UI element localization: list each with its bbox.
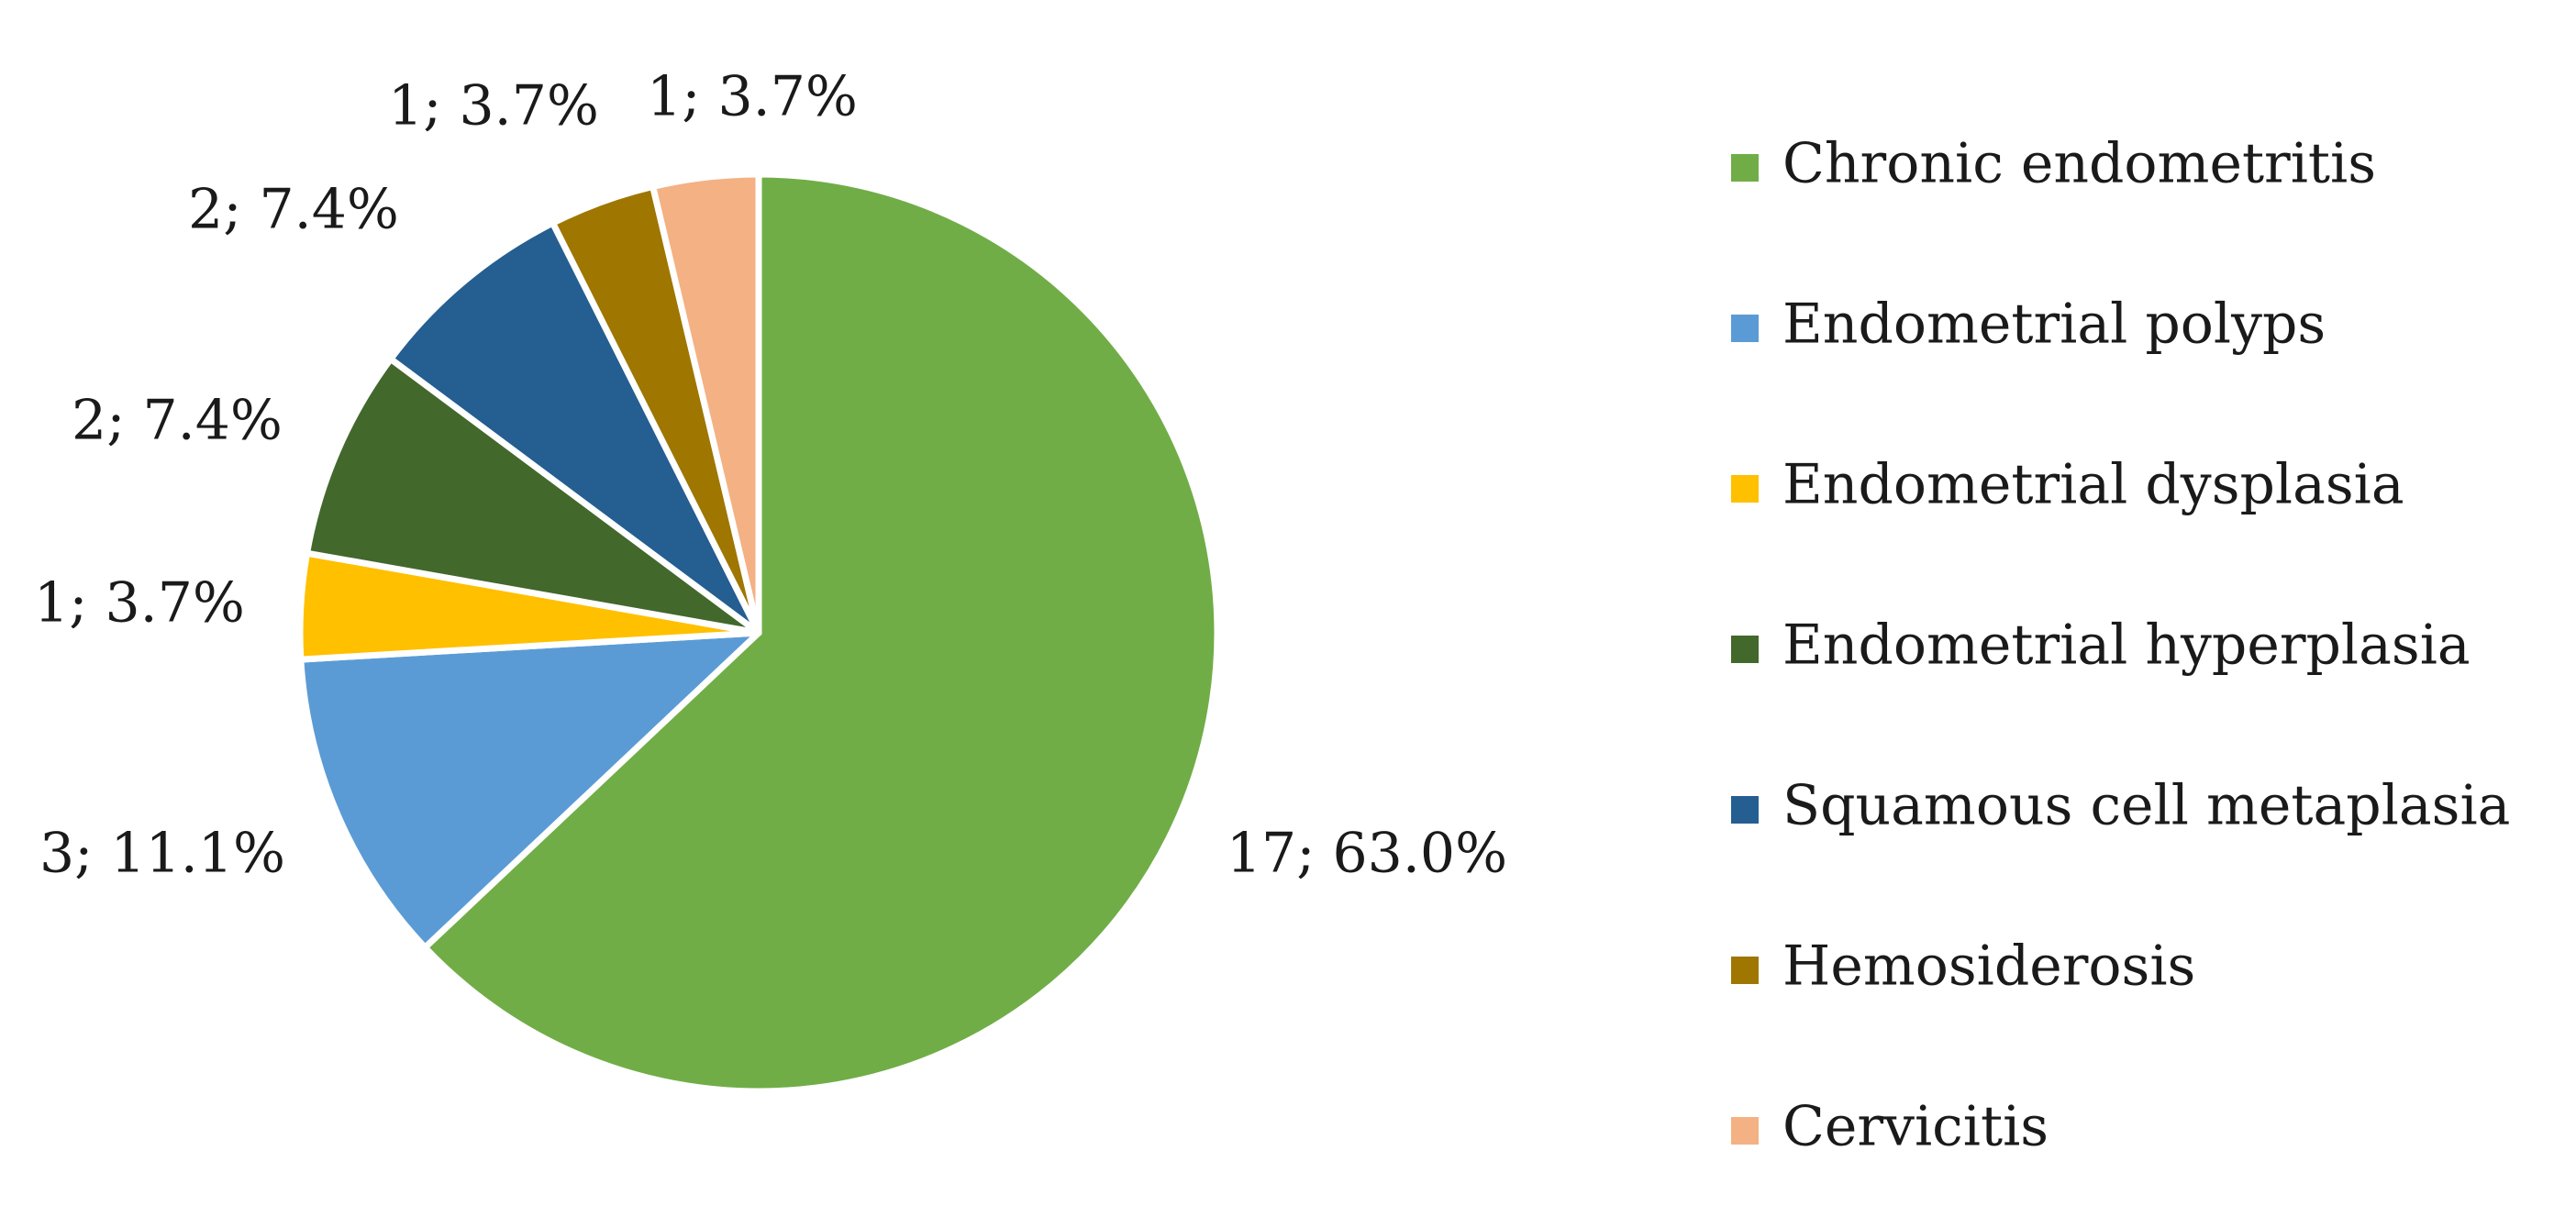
legend: Chronic endometritis Endometrial polyps En…	[1731, 132, 2510, 1159]
legend-swatch-squamous-cell-metaplasia	[1731, 796, 1759, 824]
legend-label-chronic-endometritis: Chronic endometritis	[1782, 132, 2376, 196]
legend-swatch-hemosiderosis	[1731, 957, 1759, 984]
pie-slices	[296, 171, 1221, 1095]
data-label-endometrial-hyperplasia: 2; 7.4%	[72, 389, 283, 453]
data-label-hemosiderosis: 1; 3.7%	[388, 74, 599, 138]
legend-label-endometrial-polyps: Endometrial polyps	[1782, 293, 2326, 357]
legend-label-endometrial-hyperplasia: Endometrial hyperplasia	[1782, 614, 2471, 678]
legend-swatch-chronic-endometritis	[1731, 154, 1759, 182]
legend-swatch-cervicitis	[1731, 1117, 1759, 1145]
legend-label-cervicitis: Cervicitis	[1782, 1095, 2049, 1159]
data-label-chronic-endometritis: 17; 63.0%	[1227, 822, 1507, 886]
legend-swatch-endometrial-hyperplasia	[1731, 636, 1759, 663]
pie-slice-endometrial-hyperplasia	[304, 355, 762, 636]
legend-label-endometrial-dysplasia: Endometrial dysplasia	[1782, 453, 2404, 517]
legend-swatch-endometrial-dysplasia	[1731, 475, 1759, 503]
data-label-cervicitis: 1; 3.7%	[647, 65, 858, 129]
legend-label-squamous-cell-metaplasia: Squamous cell metaplasia	[1782, 774, 2510, 838]
legend-swatch-endometrial-polyps	[1731, 315, 1759, 342]
data-label-squamous-cell-metaplasia: 2; 7.4%	[188, 178, 399, 242]
pie-slice-endometrial-polyps	[297, 629, 762, 951]
pie-slice-squamous-cell-metaplasia	[387, 219, 762, 636]
pie-slice-chronic-endometritis	[421, 171, 1221, 1095]
pie-data-labels: 17; 63.0% 3; 11.1% 1; 3.7% 2; 7.4% 2; 7.4% 1;…	[34, 65, 1507, 886]
legend-label-hemosiderosis: Hemosiderosis	[1782, 935, 2195, 999]
data-label-endometrial-dysplasia: 1; 3.7%	[34, 571, 245, 636]
data-label-endometrial-polyps: 3; 11.1%	[39, 822, 285, 886]
pie-slice-cervicitis	[650, 171, 762, 636]
